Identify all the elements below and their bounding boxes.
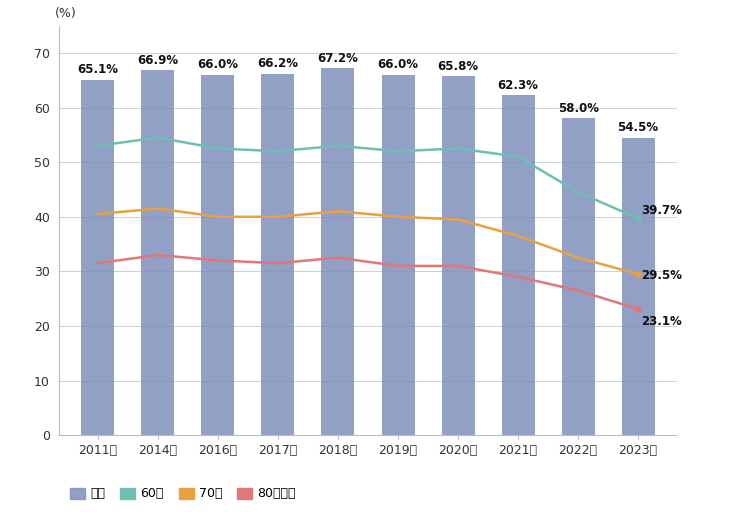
Bar [82, 80, 114, 435]
Text: 54.5%: 54.5% [618, 121, 659, 134]
Bar [501, 95, 534, 435]
Legend: 全体, 60代, 70代, 80代以上: 全体, 60代, 70代, 80代以上 [65, 482, 300, 505]
Text: 66.2%: 66.2% [258, 57, 299, 70]
Bar [141, 70, 174, 435]
Bar [381, 75, 414, 435]
Text: 23.1%: 23.1% [641, 314, 682, 328]
Text: 66.9%: 66.9% [138, 54, 179, 67]
Bar [562, 118, 595, 435]
Text: 67.2%: 67.2% [317, 52, 358, 65]
Bar [622, 138, 654, 435]
Text: 66.0%: 66.0% [378, 58, 419, 72]
Text: 65.8%: 65.8% [437, 59, 478, 73]
Bar [322, 68, 355, 435]
Text: 66.0%: 66.0% [197, 58, 238, 72]
Bar [442, 76, 475, 435]
Text: 65.1%: 65.1% [77, 63, 118, 76]
Bar [261, 74, 294, 435]
Text: 29.5%: 29.5% [641, 269, 682, 282]
Bar [202, 75, 235, 435]
Text: 58.0%: 58.0% [558, 102, 598, 115]
Text: (%): (%) [54, 7, 77, 20]
Text: 39.7%: 39.7% [641, 204, 682, 217]
Text: 62.3%: 62.3% [498, 79, 539, 92]
